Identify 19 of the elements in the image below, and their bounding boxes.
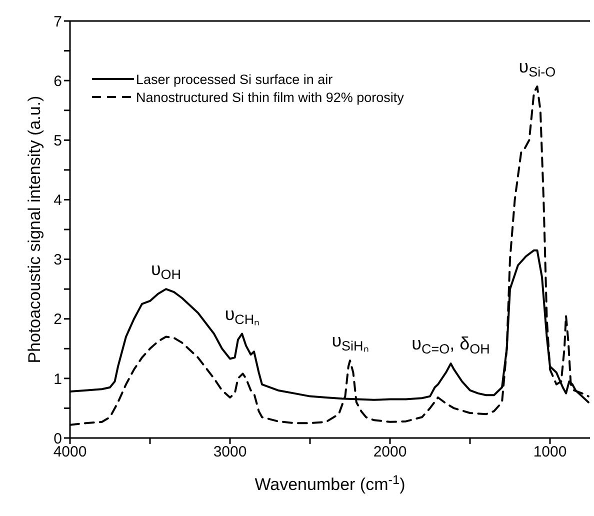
annotation: υ$_{C=O}$, δ$_{OH}$ xyxy=(412,334,490,357)
y-tick-label: 6 xyxy=(54,72,62,90)
x-tick-label: 3000 xyxy=(213,444,247,461)
annotation: υ$_{Si-O}$ xyxy=(518,56,556,80)
x-axis-title: Wavenumber (cm$^{-1}$) xyxy=(254,472,406,494)
y-tick-label: 4 xyxy=(54,192,62,210)
y-tick-label: 5 xyxy=(54,132,62,150)
legend-label: Nanostructured Si thin film with 92% porosity xyxy=(136,90,404,104)
annotation: υ$_{OH}$ xyxy=(150,259,182,282)
legend-label: Laser processed Si surface in air xyxy=(136,72,333,86)
y-tick-label: 7 xyxy=(54,13,62,30)
y-tick-label: 3 xyxy=(54,252,62,269)
x-tick-label: 2000 xyxy=(373,444,407,461)
y-tick-label: 1 xyxy=(54,370,62,388)
y-tick-label: 2 xyxy=(54,311,62,328)
annotation: υ$_{SiHₙ}$ xyxy=(332,330,368,354)
x-tick-label: 1000 xyxy=(533,444,567,461)
y-axis-title: Photoacoustic signal intensity (a.u.) xyxy=(25,96,44,364)
annotation: υ$_{CHₙ}$ xyxy=(224,304,260,327)
